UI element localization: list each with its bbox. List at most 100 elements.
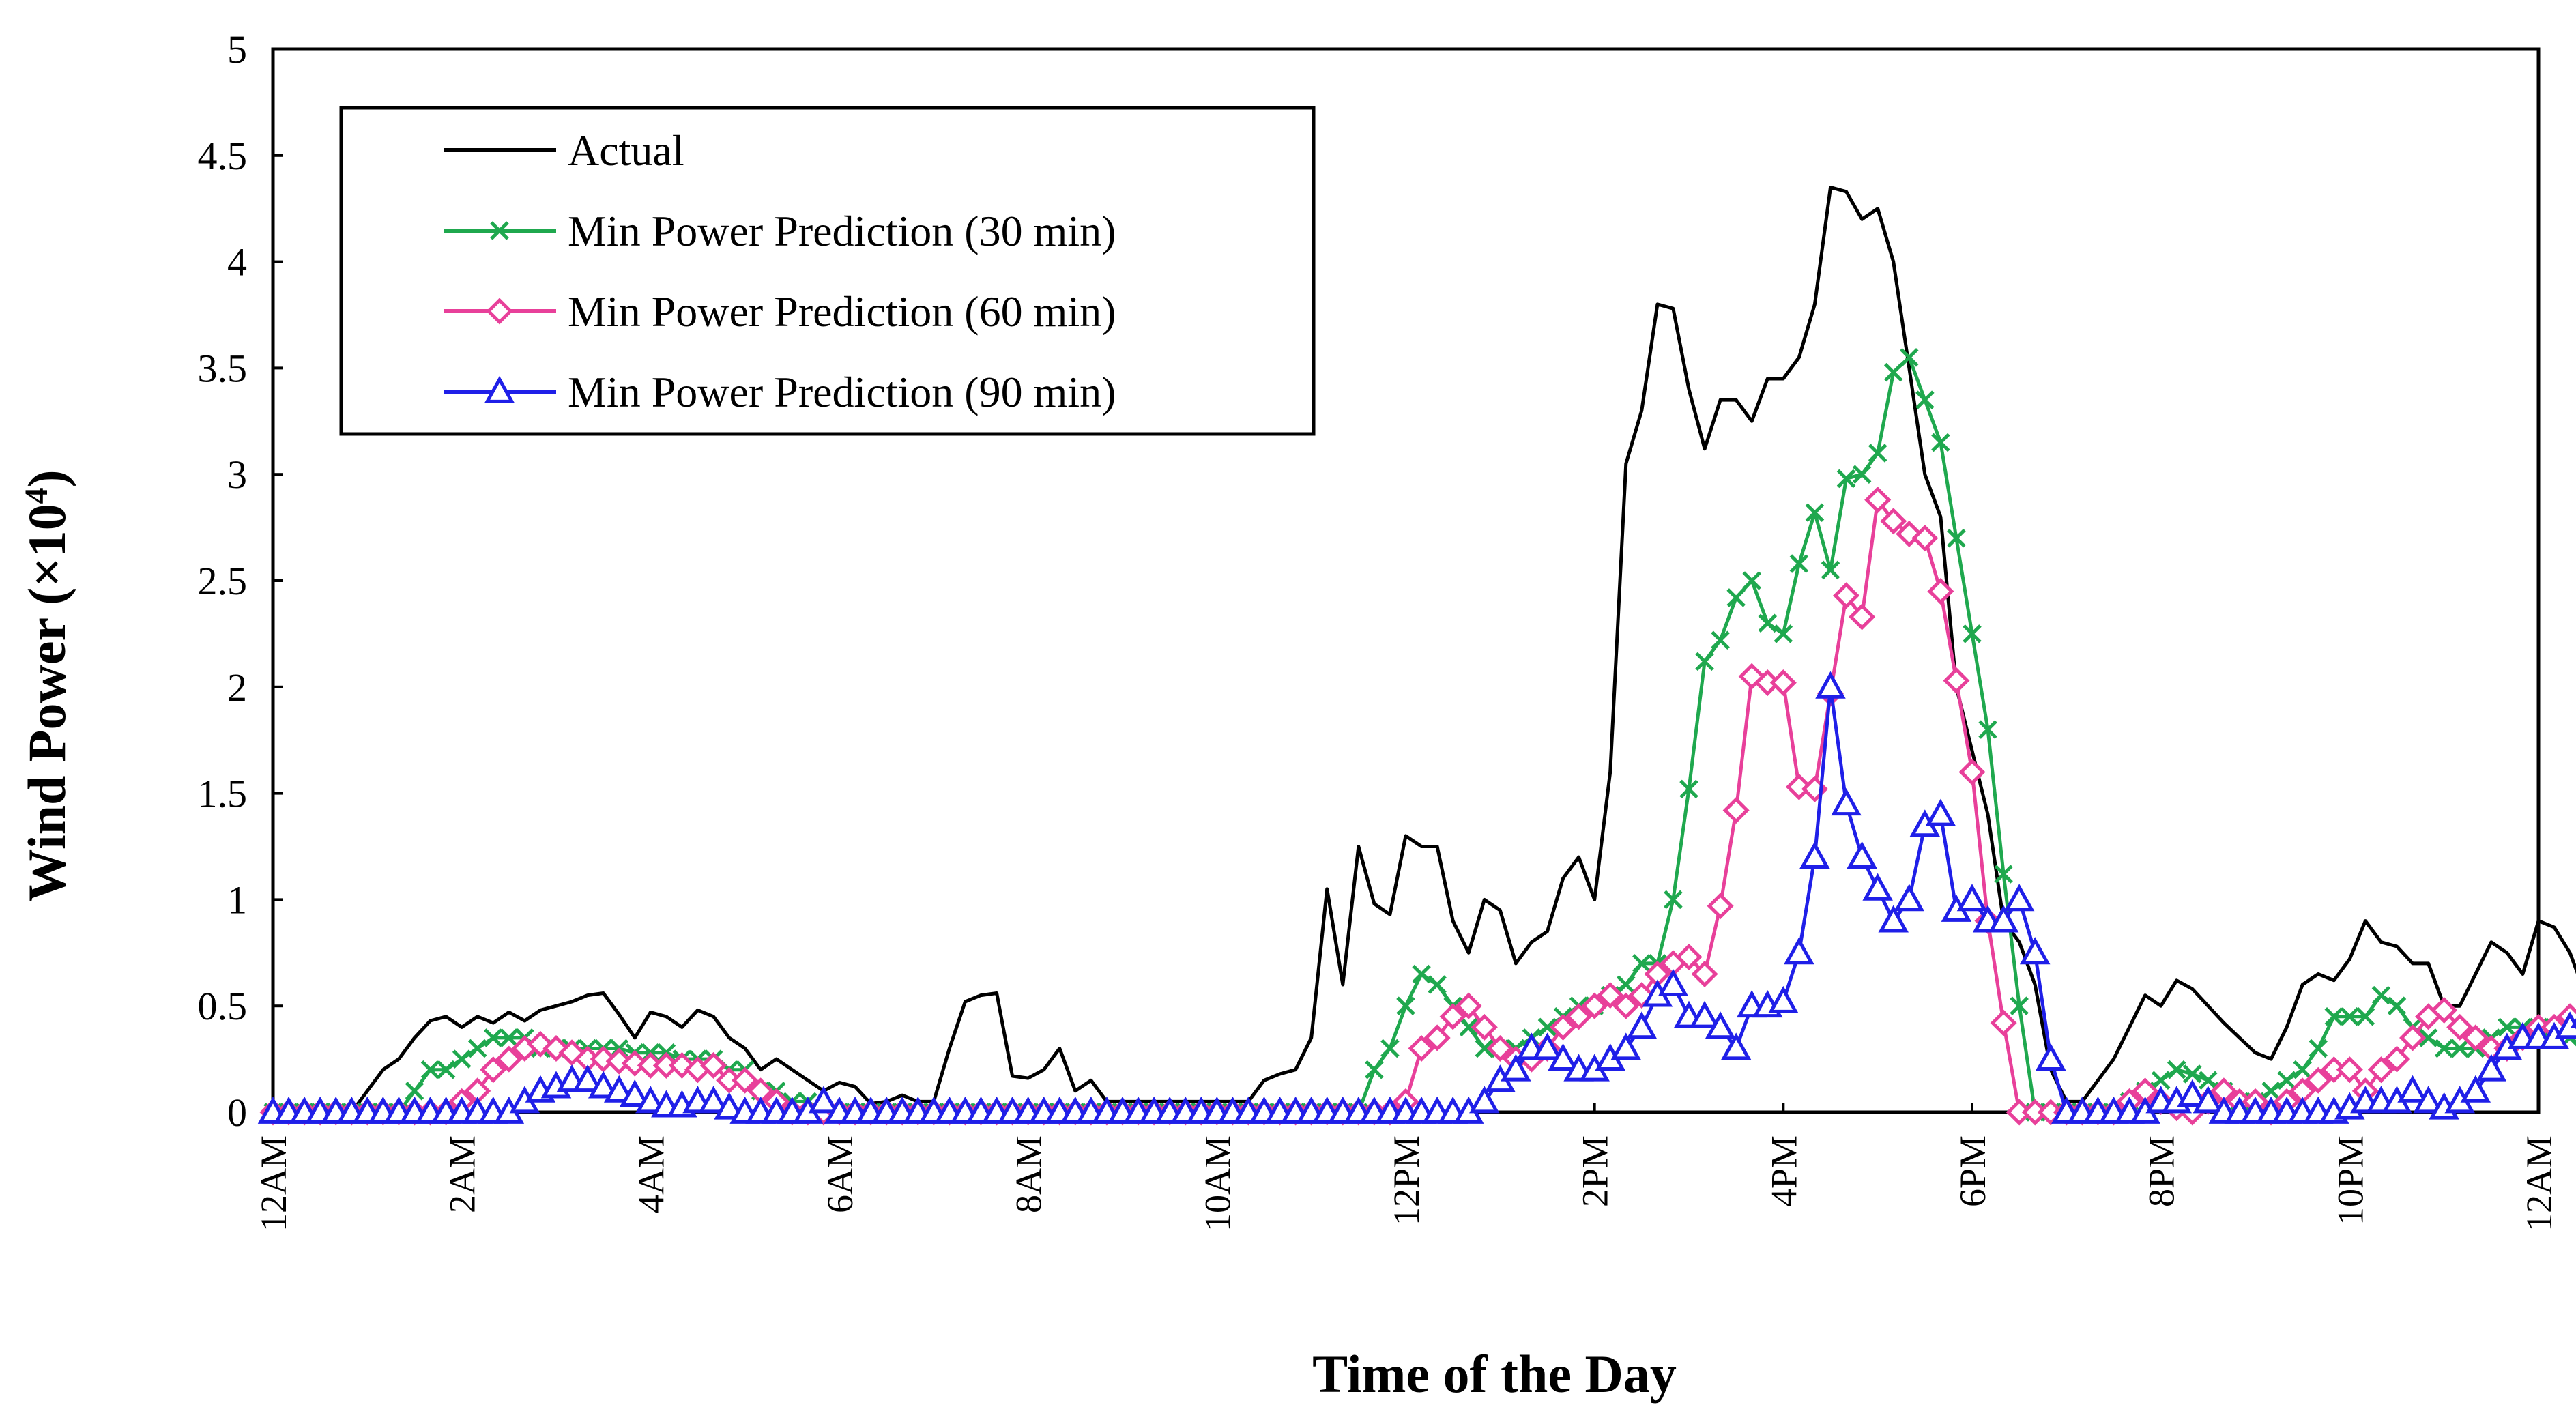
data-point	[1726, 588, 1746, 607]
data-point	[1632, 954, 1651, 973]
data-point	[1396, 996, 1415, 1015]
legend-marker	[486, 298, 513, 325]
legend-item: Min Power Prediction (30 min)	[444, 207, 1116, 255]
data-point	[620, 1079, 650, 1107]
y-tick-label: 3.5	[198, 346, 248, 390]
data-point	[2450, 1039, 2470, 1058]
data-point	[621, 1049, 648, 1077]
data-point	[1925, 798, 1956, 826]
y-tick-label: 0.5	[198, 984, 248, 1028]
legend-label: Min Power Prediction (90 min)	[568, 368, 1116, 416]
data-point	[2277, 1071, 2296, 1090]
data-point	[2356, 1007, 2375, 1026]
data-point	[1475, 1039, 1494, 1058]
data-point	[2304, 1066, 2332, 1094]
y-axis-title-close: )	[17, 469, 76, 487]
data-point	[1805, 503, 1825, 523]
data-point	[1428, 975, 1447, 994]
data-point	[1679, 779, 1698, 799]
data-point	[2183, 1064, 2202, 1084]
data-point	[2383, 1045, 2411, 1073]
data-point	[1852, 465, 1872, 484]
data-point	[1423, 1024, 1451, 1051]
x-tick-label: 4PM	[1763, 1135, 1804, 1207]
data-point	[420, 1060, 440, 1079]
data-point	[1565, 1003, 1593, 1030]
y-tick-label: 4	[227, 240, 247, 285]
data-point	[1501, 1054, 1531, 1082]
y-tick-label: 3	[227, 452, 247, 497]
data-point	[1658, 968, 1689, 996]
data-point	[1833, 582, 1860, 609]
data-point	[1931, 433, 1950, 452]
data-point	[2293, 1060, 2312, 1079]
data-point	[1532, 1032, 1563, 1060]
y-tick-label: 2	[227, 665, 247, 710]
data-point	[1994, 865, 2013, 884]
data-point	[1831, 788, 1862, 816]
data-point	[1412, 964, 1431, 984]
data-point	[605, 1047, 633, 1075]
legend: Actual Min Power Prediction (30 min) Min P…	[339, 106, 1316, 436]
data-point	[480, 1056, 507, 1084]
x-tick-label: 6AM	[820, 1135, 860, 1213]
legend-label: Min Power Prediction (60 min)	[568, 287, 1116, 336]
data-point	[452, 1049, 472, 1069]
data-point	[2554, 1011, 2576, 1039]
y-axis-title-main: Wind Power (×10	[17, 504, 76, 901]
series-1	[273, 186, 2576, 1114]
data-point	[698, 1086, 729, 1114]
series-4	[257, 671, 2576, 1124]
data-point	[1769, 669, 1797, 697]
data-point	[1878, 905, 1909, 933]
data-point	[2177, 1079, 2208, 1107]
x-axis-ticks: 12AM 2AM 4AM 6AM 8AM 10AM 12PM 2PM 4PM 6PM 8PM 10PM…	[253, 1103, 2560, 1232]
data-point	[1894, 884, 1925, 912]
data-point	[1720, 1032, 1752, 1060]
y-tick-label: 0	[227, 1090, 247, 1135]
y-tick-label: 4.5	[198, 134, 248, 178]
data-point	[1883, 362, 1903, 382]
data-point	[2431, 996, 2458, 1024]
x-tick-label: 10AM	[1197, 1135, 1238, 1232]
data-point	[1849, 603, 1876, 630]
data-point	[1847, 841, 1877, 869]
series-line	[273, 186, 2576, 1114]
x-tick-label: 6PM	[1952, 1135, 1993, 1207]
data-point	[1626, 1011, 1658, 1039]
data-point	[2010, 996, 2029, 1015]
data-point	[1896, 520, 1923, 547]
legend-label: Min Power Prediction (30 min)	[568, 207, 1116, 255]
data-point	[808, 1086, 839, 1114]
data-point	[1758, 613, 1778, 633]
data-point	[1610, 1032, 1642, 1060]
data-point	[2446, 1013, 2474, 1041]
data-point	[732, 1066, 759, 1094]
data-point	[436, 1060, 456, 1079]
x-tick-label: 8PM	[2141, 1135, 2182, 1207]
data-point	[1612, 992, 1640, 1019]
data-point	[1911, 525, 1939, 552]
data-point	[1380, 1039, 1400, 1058]
data-point	[2324, 1007, 2344, 1026]
data-point	[2462, 1024, 2489, 1051]
data-point	[1581, 992, 1608, 1019]
data-point	[1943, 667, 1970, 694]
data-point	[1469, 1086, 1500, 1114]
data-point	[1439, 1003, 1466, 1030]
x-tick-label: 2PM	[1575, 1135, 1616, 1207]
data-point	[588, 1071, 619, 1099]
data-point	[2371, 985, 2391, 1005]
data-point	[2167, 1060, 2186, 1079]
data-point	[1821, 560, 1840, 580]
legend-item: Min Power Prediction (90 min)	[444, 368, 1116, 416]
data-point	[2003, 884, 2035, 912]
data-point	[1988, 905, 2019, 933]
x-tick-label: 10PM	[2330, 1135, 2371, 1225]
legend-item: Actual	[444, 126, 684, 175]
data-point	[495, 1045, 523, 1073]
x-tick-label: 2AM	[442, 1135, 483, 1213]
data-point	[572, 1064, 603, 1092]
data-point	[2309, 1039, 2328, 1058]
